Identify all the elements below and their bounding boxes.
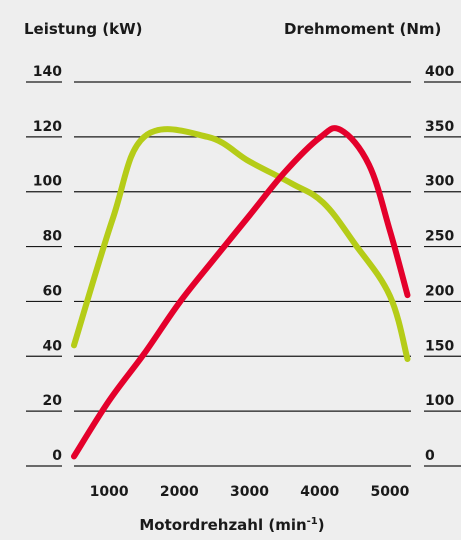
x-tick-label: 4000 [300, 484, 339, 500]
power-curve [71, 126, 411, 363]
right-tick-label: 100 [425, 393, 454, 409]
left-tick-label: 40 [43, 338, 63, 354]
x-tick-label: 5000 [370, 484, 409, 500]
left-tick-label: 120 [33, 119, 62, 135]
left-tick-label: 20 [43, 393, 63, 409]
right-tick-label: 350 [425, 119, 454, 135]
right-tick-label: 300 [425, 174, 454, 190]
right-tick-label: 150 [425, 338, 454, 354]
right-tick-label: 200 [425, 283, 454, 299]
torque-curve [71, 125, 411, 460]
left-tick-label: 140 [33, 64, 62, 80]
left-axis-title: Leistung (kW) [24, 20, 143, 38]
right-tick-label: 0 [425, 448, 435, 464]
left-tick-label: 80 [43, 229, 63, 245]
left-tick-label: 100 [33, 174, 62, 190]
right-axis-title: Drehmoment (Nm) [284, 20, 441, 38]
left-tick-label: 0 [52, 448, 62, 464]
x-tick-label: 2000 [160, 484, 199, 500]
right-tick-label: 400 [425, 64, 454, 80]
left-tick-label: 60 [43, 283, 63, 299]
right-tick-label: 250 [425, 229, 454, 245]
x-axis-label: Motordrehzahl (min-1) [139, 516, 324, 534]
x-tick-label: 3000 [230, 484, 269, 500]
x-tick-label: 1000 [90, 484, 129, 500]
